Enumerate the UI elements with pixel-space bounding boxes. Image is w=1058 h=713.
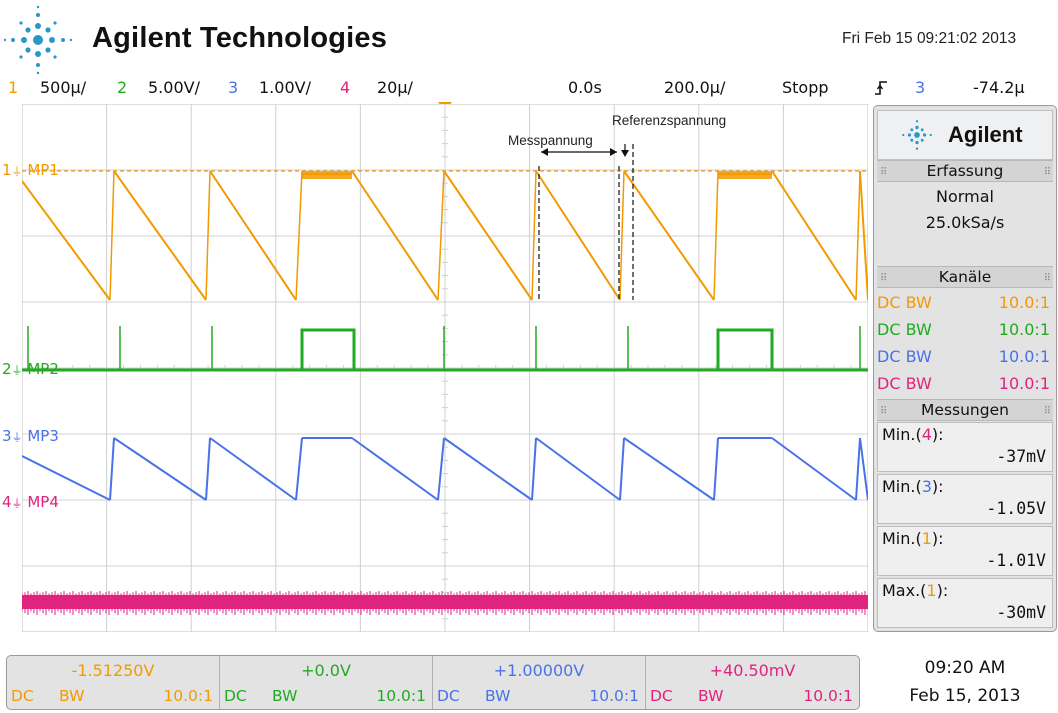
channel-offset-bar: -1.51250V DC BW 10.0:1 +0.0V DC BW 10.0:… <box>6 655 860 710</box>
measurement-item[interactable]: Min.(3): -1.05V <box>877 474 1053 524</box>
ch1-number[interactable]: 1 <box>8 78 19 97</box>
ch1-probe: 10.0:1 <box>998 293 1050 312</box>
ch2-pulse <box>716 328 774 370</box>
clock-date: Feb 15, 2013 <box>909 686 1021 706</box>
ch4-offset: +40.50mV <box>709 661 796 680</box>
ch1-edge <box>109 170 115 301</box>
annotation-messpannung: Messpannung <box>508 133 593 148</box>
ch3-ground-marker[interactable]: 3⏚ MP3 <box>2 427 59 445</box>
waveform-display[interactable] <box>22 104 868 632</box>
ch1-edge <box>205 170 211 301</box>
measurement-item[interactable]: Max.(1): -30mV <box>877 578 1053 628</box>
ch2-pulse <box>300 328 356 370</box>
ch3-scale[interactable]: 1.00V/ <box>259 78 311 97</box>
ch1-coupling: DC BW <box>877 293 932 312</box>
screen-datetime: Fri Feb 15 09:21:02 2013 <box>842 30 1017 47</box>
grip-icon: ⠿ <box>1043 406 1051 417</box>
measurement-item[interactable]: Min.(1): -1.01V <box>877 526 1053 576</box>
ch4-trace-label: MP4 <box>27 493 59 511</box>
ch4-scale[interactable]: 20µ/ <box>377 78 413 97</box>
ch2-number[interactable]: 2 <box>117 78 128 97</box>
ch2-scale[interactable]: 5.00V/ <box>148 78 200 97</box>
ch2-probe: 10.0:1 <box>998 320 1050 339</box>
ch3-waveform <box>22 437 868 501</box>
measurements-header[interactable]: ⠿ Messungen ⠿ <box>877 399 1053 421</box>
acquisition-rate: 25.0kSa/s <box>925 213 1005 232</box>
ch1-offset-cell[interactable]: -1.51250V DC BW 10.0:1 <box>7 656 220 709</box>
run-state[interactable]: Stopp <box>782 78 829 97</box>
time-scale[interactable]: 200.0µ/ <box>664 78 726 97</box>
brand-title: Agilent Technologies <box>92 22 388 54</box>
ch3-coupling: DC BW <box>877 347 932 366</box>
ch4-noise <box>22 591 866 615</box>
measurement-value: -1.05V <box>986 499 1046 518</box>
ch1-trace-label: MP1 <box>27 161 59 179</box>
ch3-probe: 10.0:1 <box>998 347 1050 366</box>
ch3-offset: +1.00000V <box>493 661 585 680</box>
trigger-channel[interactable]: 3 <box>915 78 926 97</box>
measurement-value: -1.01V <box>986 551 1046 570</box>
ch1-flat-segment <box>718 171 772 179</box>
panel-logo-box: Agilent <box>877 110 1053 160</box>
ch2-waveform <box>22 326 868 372</box>
ch1-offset: -1.51250V <box>71 661 155 680</box>
ch1-edge <box>437 170 445 301</box>
ch3-trace-label: MP3 <box>27 427 59 445</box>
agilent-logo-small-icon <box>902 120 932 150</box>
arrow-head <box>621 150 629 157</box>
grip-icon: ⠿ <box>1043 167 1051 178</box>
ch1-scale[interactable]: 500µ/ <box>40 78 87 97</box>
grip-icon: ⠿ <box>880 167 887 178</box>
ch2-ground-marker[interactable]: 2⏚ MP2 <box>2 360 59 378</box>
ch1-ground-marker[interactable]: 1⏚ MP1 <box>2 161 59 179</box>
channels-header[interactable]: ⠿ Kanäle ⠿ <box>877 266 1053 288</box>
measurement-value: -37mV <box>996 447 1046 466</box>
ch1-edge <box>619 170 625 301</box>
ch3-number[interactable]: 3 <box>228 78 239 97</box>
acquisition-mode: Normal <box>936 187 994 206</box>
grip-icon: ⠿ <box>880 273 887 284</box>
measurement-value: -30mV <box>996 603 1046 622</box>
ch2-offset: +0.0V <box>301 661 351 680</box>
arrow-head <box>610 148 617 156</box>
ch1-edge <box>855 170 861 301</box>
trigger-level[interactable]: -74.2µ <box>973 78 1025 97</box>
grip-icon: ⠿ <box>880 406 887 417</box>
ch1-edge <box>531 170 537 301</box>
ch4-probe: 10.0:1 <box>998 374 1050 393</box>
rising-edge-icon[interactable] <box>874 79 888 101</box>
grip-icon: ⠿ <box>1043 273 1051 284</box>
ch4-offset-cell[interactable]: +40.50mV DC BW 10.0:1 <box>646 656 859 709</box>
annotation-referenzspannung: Referenzspannung <box>612 113 727 128</box>
ch4-waveform <box>22 591 868 615</box>
agilent-logo-icon <box>3 5 73 75</box>
ch3-offset-cell[interactable]: +1.00000V DC BW 10.0:1 <box>433 656 646 709</box>
ch1-waveform <box>22 170 868 301</box>
clock-time: 09:20 AM <box>924 658 1006 678</box>
ch1-flat-segment <box>302 171 352 179</box>
ch2-coupling: DC BW <box>877 320 932 339</box>
ch2-offset-cell[interactable]: +0.0V DC BW 10.0:1 <box>220 656 433 709</box>
cursor-lines <box>538 144 634 300</box>
acquisition-header[interactable]: ⠿ Erfassung ⠿ <box>877 160 1053 182</box>
ch1-edge <box>295 170 303 301</box>
ch2-trace-label: MP2 <box>27 360 59 378</box>
ch4-ground-marker[interactable]: 4⏚ MP4 <box>2 493 59 511</box>
measurement-item[interactable]: Min.(4): -37mV <box>877 422 1053 472</box>
arrow-head <box>541 148 548 156</box>
time-delay[interactable]: 0.0s <box>568 78 602 97</box>
ch1-edge <box>713 170 719 301</box>
side-panel: Agilent ⠿ Erfassung ⠿ Normal 25.0kSa/s ⠿… <box>873 105 1057 632</box>
ch3-trace <box>22 437 868 501</box>
ch4-number[interactable]: 4 <box>340 78 351 97</box>
channel-settings-bar: 1 500µ/ 2 5.00V/ 3 1.00V/ 4 20µ/ 0.0s 20… <box>0 78 1058 102</box>
panel-logo-text: Agilent <box>948 122 1023 147</box>
ch4-coupling: DC BW <box>877 374 932 393</box>
gridlines <box>22 104 868 632</box>
